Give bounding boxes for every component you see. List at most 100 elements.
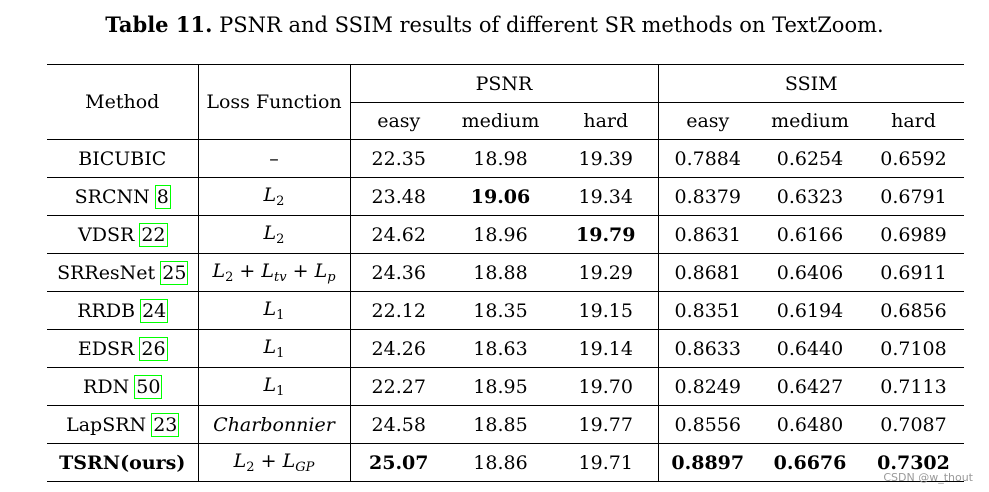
watermark: CSDN @w_thout <box>883 471 973 484</box>
method-cell: EDSR 26 <box>47 329 198 368</box>
method-cell: VDSR 22 <box>47 215 198 254</box>
method-name: EDSR <box>77 337 135 360</box>
psnr-hard-cell: 19.14 <box>554 329 658 368</box>
caption-label: Table 11. <box>105 12 213 37</box>
method-name: VDSR <box>77 223 135 246</box>
table-caption: Table 11. PSNR and SSIM results of diffe… <box>0 12 989 37</box>
table-row: EDSR 26 L1 24.26 18.63 19.14 0.8633 0.6440 0.71… <box>47 329 964 368</box>
loss-cell: L1 <box>197 329 350 368</box>
subheader-psnr-easy: easy <box>349 102 447 140</box>
ssim-easy-cell: 0.8351 <box>657 291 757 330</box>
method-name: SRResNet <box>57 261 156 284</box>
ssim-hard-cell: 0.6592 <box>863 139 964 178</box>
method-name: RRDB <box>77 299 136 322</box>
subheader-psnr-medium: medium <box>461 110 540 132</box>
ssim-hard-cell: 0.7108 <box>863 329 964 368</box>
table-row: RDN 50 L1 22.27 18.95 19.70 0.8249 0.6427 0.711… <box>47 367 964 406</box>
ssim-easy-cell: 0.8631 <box>657 215 757 254</box>
ssim-medium-cell: 0.6440 <box>757 329 863 368</box>
citation-link[interactable]: 25 <box>160 260 189 285</box>
psnr-easy-cell: 23.48 <box>349 177 447 216</box>
ssim-hard-cell: 0.7302 <box>863 443 964 482</box>
loss-cell: L2 <box>197 177 350 216</box>
psnr-hard-cell: 19.77 <box>554 405 658 444</box>
psnr-medium-cell: 18.85 <box>447 405 554 444</box>
ssim-medium-cell: 0.6480 <box>757 405 863 444</box>
subheader-psnr-hard: hard <box>583 110 629 132</box>
ssim-medium-cell: 0.6254 <box>757 139 863 178</box>
method-cell: SRResNet 25 <box>47 253 198 292</box>
ssim-hard-cell: 0.6856 <box>863 291 964 330</box>
psnr-hard-cell: 19.15 <box>554 291 658 330</box>
ssim-medium-cell: 0.6194 <box>757 291 863 330</box>
method-cell: LapSRN 23 <box>47 405 198 444</box>
psnr-medium-cell: 18.63 <box>447 329 554 368</box>
citation-link[interactable]: 50 <box>134 374 163 399</box>
psnr-hard-cell: 19.71 <box>554 443 658 482</box>
table-row: LapSRN 23 Charbonnier 24.58 18.85 19.77 0.855… <box>47 405 964 444</box>
table-row: SRCNN 8 L2 23.48 19.06 19.34 0.8379 0.6323 0.67… <box>47 177 964 216</box>
psnr-hard-cell: 19.39 <box>554 139 658 178</box>
table-row: SRResNet 25 L2 + Ltv + Lp 24.36 18.88 19.29 0… <box>47 253 964 292</box>
psnr-medium-cell: 18.86 <box>447 443 554 482</box>
results-table: Method Loss Function PSNR SSIM easy medi… <box>47 64 964 482</box>
table-row: TSRN(ours) L2 + LGP 25.07 18.86 19.71 0.8897 0… <box>47 443 964 482</box>
table-row: RRDB 24 L1 22.12 18.35 19.15 0.8351 0.6194 0.68… <box>47 291 964 330</box>
ssim-hard-cell: 0.7087 <box>863 405 964 444</box>
method-cell: RRDB 24 <box>47 291 198 330</box>
method-cell: BICUBIC <box>47 139 198 178</box>
psnr-easy-cell: 24.58 <box>349 405 447 444</box>
ssim-medium-cell: 0.6427 <box>757 367 863 406</box>
ssim-easy-cell: 0.8633 <box>657 329 757 368</box>
ssim-medium-cell: 0.6166 <box>757 215 863 254</box>
method-name: SRCNN <box>74 185 150 208</box>
citation-link[interactable]: 24 <box>140 298 169 323</box>
subheader-ssim-hard: hard <box>891 110 936 132</box>
ssim-hard-cell: 0.6791 <box>863 177 964 216</box>
psnr-medium-cell: 18.98 <box>447 139 554 178</box>
psnr-medium-cell: 18.96 <box>447 215 554 254</box>
psnr-easy-cell: 22.35 <box>349 139 447 178</box>
psnr-hard-cell: 19.79 <box>554 215 658 254</box>
psnr-easy-cell: 24.36 <box>349 253 447 292</box>
citation-link[interactable]: 8 <box>154 184 171 209</box>
method-cell: RDN 50 <box>47 367 198 406</box>
psnr-medium-cell: 18.35 <box>447 291 554 330</box>
ssim-hard-cell: 0.6911 <box>863 253 964 292</box>
method-cell: TSRN(ours) <box>47 443 198 482</box>
loss-cell: Charbonnier <box>197 405 350 444</box>
ssim-easy-cell: 0.7884 <box>657 139 757 178</box>
psnr-easy-cell: 24.26 <box>349 329 447 368</box>
citation-link[interactable]: 22 <box>139 222 168 247</box>
subheader-ssim-medium: medium <box>771 110 849 132</box>
table-row: VDSR 22 L2 24.62 18.96 19.79 0.8631 0.6166 0.69… <box>47 215 964 254</box>
citation-link[interactable]: 23 <box>151 412 180 437</box>
caption-text: PSNR and SSIM results of different SR me… <box>219 13 884 37</box>
loss-cell: L1 <box>197 291 350 330</box>
header-psnr: PSNR <box>349 64 658 103</box>
psnr-easy-cell: 24.62 <box>349 215 447 254</box>
ssim-easy-cell: 0.8681 <box>657 253 757 292</box>
loss-cell: L2 + Ltv + Lp <box>197 253 350 292</box>
header-method: Method <box>47 64 198 140</box>
ssim-medium-cell: 0.6323 <box>757 177 863 216</box>
citation-link[interactable]: 26 <box>139 336 168 361</box>
method-name: LapSRN <box>66 413 147 436</box>
ssim-medium-cell: 0.6406 <box>757 253 863 292</box>
subheader-ssim-easy: easy <box>657 102 757 140</box>
psnr-easy-cell: 22.12 <box>349 291 447 330</box>
ssim-medium-cell: 0.6676 <box>757 443 863 482</box>
ssim-easy-cell: 0.8556 <box>657 405 757 444</box>
ssim-easy-cell: 0.8249 <box>657 367 757 406</box>
loss-cell: L2 + LGP <box>197 443 350 482</box>
method-name: TSRN(ours) <box>59 451 186 474</box>
psnr-medium-cell: 18.88 <box>447 253 554 292</box>
loss-cell: – <box>197 139 350 178</box>
psnr-easy-cell: 22.27 <box>349 367 447 406</box>
ssim-hard-cell: 0.6989 <box>863 215 964 254</box>
ssim-hard-cell: 0.7113 <box>863 367 964 406</box>
header-ssim: SSIM <box>657 64 964 103</box>
psnr-hard-cell: 19.34 <box>554 177 658 216</box>
psnr-medium-cell: 18.95 <box>447 367 554 406</box>
psnr-hard-cell: 19.29 <box>554 253 658 292</box>
